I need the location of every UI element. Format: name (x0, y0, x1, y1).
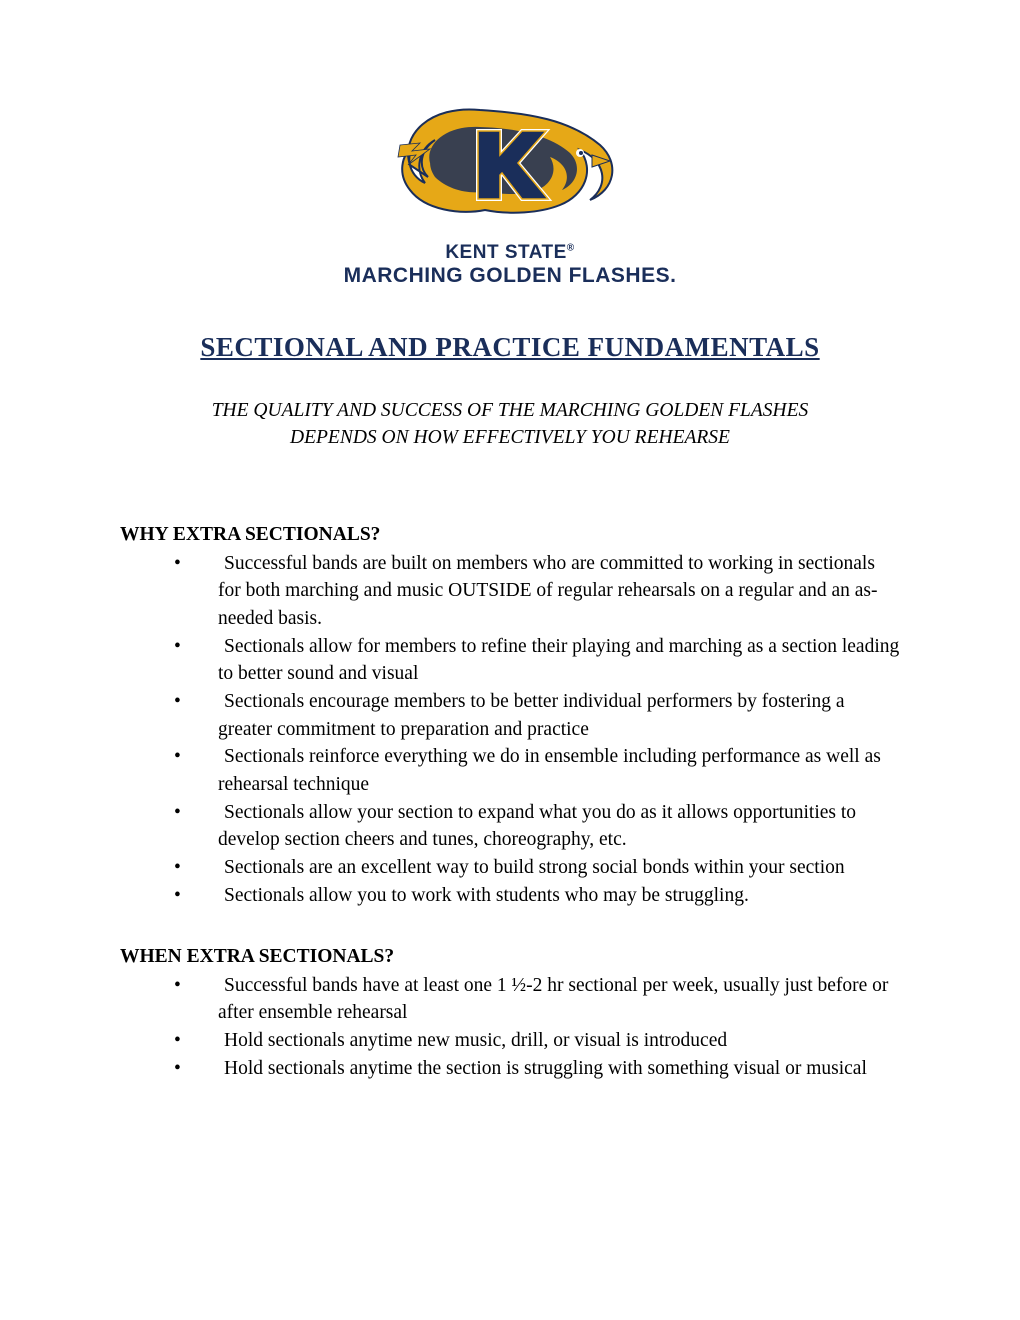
section-heading: WHY EXTRA SECTIONALS? (120, 524, 900, 546)
list-item: Sectionals encourage members to be bette… (168, 688, 900, 743)
mascot-logo-icon (370, 95, 650, 235)
list-item: Successful bands have at least one 1 ½-2… (168, 972, 900, 1027)
document-subtitle: THE QUALITY AND SUCCESS OF THE MARCHING … (120, 397, 900, 452)
list-item: Successful bands are built on members wh… (168, 550, 900, 633)
subtitle-line-2: DEPENDS ON HOW EFFECTIVELY YOU REHEARSE (290, 427, 730, 448)
logo-line-2: MARCHING GOLDEN FLASHES. (120, 264, 900, 288)
list-item: Sectionals allow you to work with studen… (168, 882, 900, 910)
section-heading: WHEN EXTRA SECTIONALS? (120, 946, 900, 968)
logo-line2-text: MARCHING GOLDEN FLASHES (344, 264, 671, 287)
list-item: Sectionals allow for members to refine t… (168, 633, 900, 688)
section-when: WHEN EXTRA SECTIONALS? Successful bands … (120, 946, 900, 1083)
logo-line1-text: KENT STATE (445, 242, 566, 263)
subtitle-line-1: THE QUALITY AND SUCCESS OF THE MARCHING … (212, 400, 809, 421)
registered-mark: ® (567, 243, 575, 254)
list-item: Hold sectionals anytime the section is s… (168, 1055, 900, 1083)
list-item: Hold sectionals anytime new music, drill… (168, 1027, 900, 1055)
list-item: Sectionals reinforce everything we do in… (168, 743, 900, 798)
document-title: SECTIONAL AND PRACTICE FUNDAMENTALS (120, 332, 900, 363)
logo-dot: . (670, 264, 676, 287)
bullet-list: Successful bands are built on members wh… (120, 550, 900, 910)
bullet-list: Successful bands have at least one 1 ½-2… (120, 972, 900, 1083)
list-item: Sectionals allow your section to expand … (168, 799, 900, 854)
logo-line-1: KENT STATE® (120, 242, 900, 264)
logo-block: KENT STATE® MARCHING GOLDEN FLASHES. (120, 95, 900, 288)
section-why: WHY EXTRA SECTIONALS? Successful bands a… (120, 524, 900, 910)
list-item: Sectionals are an excellent way to build… (168, 854, 900, 882)
